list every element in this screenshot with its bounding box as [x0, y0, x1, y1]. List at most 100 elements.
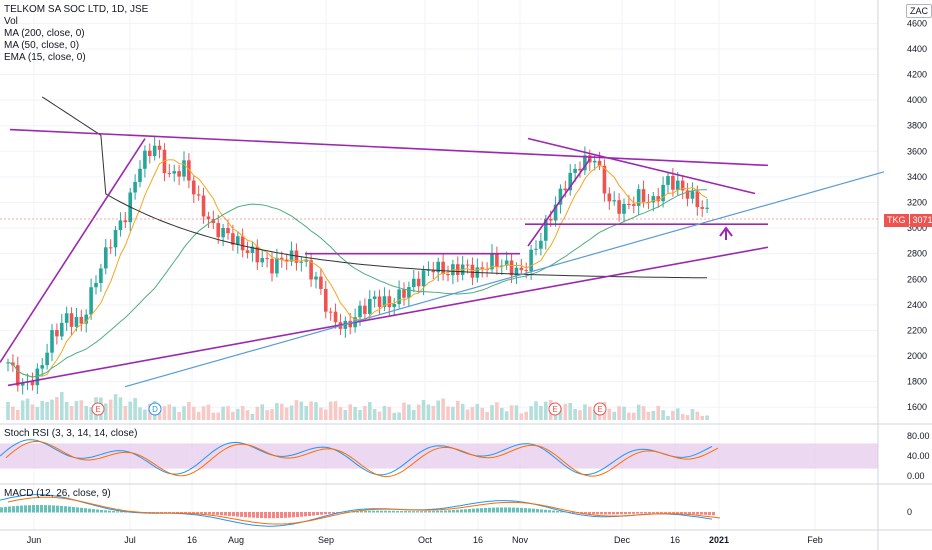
volume-bar: [35, 406, 40, 420]
candle-body: [191, 180, 196, 195]
candle-body: [612, 200, 617, 202]
volume-bar: [622, 406, 626, 420]
candle-body: [465, 264, 470, 266]
volume-bar: [426, 404, 431, 420]
candle-body: [411, 278, 416, 288]
macd-histogram-bar: [196, 512, 199, 514]
macd-histogram-bar: [620, 512, 623, 515]
macd-histogram-bar: [264, 512, 267, 519]
lower-support-line: [7, 246, 769, 387]
volume-bar: [328, 401, 333, 420]
volume-bar: [460, 403, 465, 420]
candle-body: [333, 311, 338, 323]
volume-bars: [6, 392, 709, 420]
macd-histogram-bar: [428, 511, 431, 513]
macd-histogram-bar: [260, 512, 263, 519]
macd-histogram-bar: [472, 508, 475, 513]
price-tick-label: 2400: [907, 300, 927, 310]
volume-bar: [59, 392, 64, 420]
legend-line-ma50[interactable]: MA (50, close, 0): [4, 40, 80, 51]
legend-line-ma200[interactable]: MA (200, close, 0): [4, 28, 85, 39]
macd-histogram-bar: [400, 510, 403, 513]
macd-histogram-bar: [76, 507, 79, 513]
macd-histogram-bar: [200, 512, 203, 514]
volume-bar: [465, 409, 470, 420]
volume-bar: [671, 410, 675, 420]
macd-histogram-bar: [396, 510, 399, 513]
volume-bar: [353, 407, 357, 420]
candle-body: [255, 246, 260, 263]
volume-bar: [690, 409, 695, 420]
candle-body: [597, 160, 602, 166]
candle-body: [387, 296, 392, 308]
volume-bar: [641, 406, 646, 420]
candle-body: [221, 227, 225, 238]
volume-bar: [319, 407, 323, 420]
candle-body: [627, 203, 631, 205]
price-tick-label: 3400: [907, 172, 927, 182]
volume-bar: [509, 405, 514, 420]
volume-bar: [314, 402, 318, 420]
candle-body: [573, 168, 577, 173]
volume-bar: [348, 404, 353, 420]
volume-bar: [568, 402, 573, 420]
macd-histogram-bar: [48, 505, 51, 513]
volume-bar: [25, 398, 30, 420]
macd-histogram-bar: [408, 511, 411, 513]
macd-histogram-bar: [368, 510, 371, 513]
symbol-title[interactable]: TELKOM SA SOC LTD, 1D, JSE: [4, 4, 149, 15]
candle-body: [631, 204, 636, 206]
stoch-rsi-label[interactable]: Stoch RSI (3, 3, 14, 14, close): [4, 428, 138, 439]
macd-histogram-bar: [608, 512, 611, 515]
price-tick-label: 3600: [907, 146, 927, 156]
macd-histogram-bar: [304, 512, 307, 517]
stoch-tick-label: 40.00: [907, 451, 930, 461]
macd-histogram-bar: [356, 511, 359, 513]
macd-histogram-bar: [120, 511, 123, 513]
volume-bar: [64, 401, 69, 420]
volume-bar: [485, 411, 489, 420]
volume-bar: [558, 407, 563, 420]
macd-histogram-bar: [32, 505, 35, 513]
macd-histogram-bar: [672, 512, 675, 514]
macd-histogram-bar: [536, 509, 539, 513]
macd-histogram-bar: [384, 510, 387, 513]
macd-histogram-bar: [72, 506, 75, 513]
macd-histogram-bar: [268, 512, 271, 519]
candle-body: [294, 250, 299, 263]
candle-body: [446, 274, 450, 276]
legend-line-vol[interactable]: Vol: [4, 16, 18, 27]
macd-pane: [0, 494, 721, 527]
candle-body: [539, 240, 543, 249]
time-tick-label: 2021: [709, 535, 729, 545]
volume-bar: [431, 405, 436, 420]
candle-body: [314, 276, 318, 280]
candle-body: [583, 155, 587, 171]
candle-body: [685, 190, 690, 199]
price-tick-label: 1600: [907, 402, 927, 412]
volume-bar: [216, 412, 221, 420]
event-label: E: [95, 405, 100, 414]
macd-histogram-bar: [104, 510, 107, 513]
volume-bar: [592, 409, 597, 420]
macd-label[interactable]: MACD (12, 26, close, 9): [4, 488, 111, 499]
candle-body: [245, 250, 250, 253]
candle-body: [416, 278, 421, 287]
volume-bar: [260, 404, 265, 420]
macd-histogram-bar: [96, 509, 99, 513]
volume-bar: [304, 405, 309, 420]
currency-badge[interactable]: ZAC: [906, 4, 932, 18]
legend-line-ema15[interactable]: EMA (15, close, 0): [4, 52, 86, 63]
candle-body: [455, 264, 460, 275]
trendline-drawings[interactable]: [0, 128, 885, 388]
volume-bar: [221, 406, 225, 420]
event-marker: [593, 402, 607, 416]
price-tick-label: 4200: [907, 70, 927, 80]
macd-histogram-bar: [272, 512, 275, 519]
macd-histogram-bar: [496, 507, 499, 513]
candle-body: [641, 189, 646, 202]
candle-body: [617, 200, 621, 214]
candle-body: [524, 270, 529, 272]
